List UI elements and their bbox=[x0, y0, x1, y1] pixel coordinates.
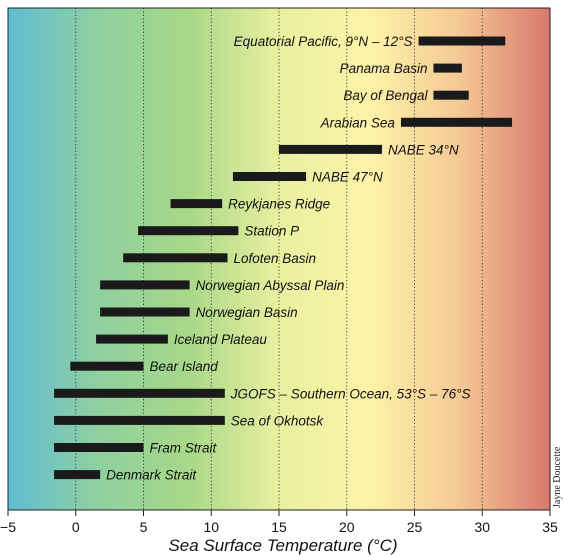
range-bar bbox=[433, 90, 469, 100]
range-bar bbox=[54, 443, 144, 452]
bar-label: Iceland Plateau bbox=[174, 332, 268, 347]
x-tick-label: 30 bbox=[474, 519, 490, 535]
x-axis-title: Sea Surface Temperature (°C) bbox=[168, 536, 397, 555]
bar-label: Bear Island bbox=[150, 359, 219, 374]
bar-label: Arabian Sea bbox=[320, 115, 396, 130]
bar-label: NABE 34°N bbox=[388, 142, 459, 157]
range-bar bbox=[96, 334, 168, 344]
range-bar bbox=[100, 280, 190, 290]
range-bar bbox=[138, 226, 239, 236]
bar-labels: Equatorial Pacific, 9°N – 12°S Panama Bas… bbox=[106, 34, 470, 483]
range-bar bbox=[433, 63, 462, 73]
bar-label: Station P bbox=[244, 224, 299, 239]
range-bar bbox=[54, 470, 101, 480]
bar-label: Reykjanes Ridge bbox=[228, 197, 330, 212]
bar-label: Panama Basin bbox=[340, 61, 428, 76]
range-bar bbox=[54, 415, 225, 425]
range-bar bbox=[400, 117, 513, 127]
range-bar bbox=[232, 172, 307, 181]
x-tick-label: 15 bbox=[271, 519, 287, 535]
x-axis-ticks: −5 0 5 10 15 20 25 30 35 bbox=[0, 510, 558, 535]
bar-label: Norwegian Basin bbox=[196, 305, 298, 320]
bar-label: Fram Strait bbox=[150, 441, 218, 456]
bar-label: Equatorial Pacific, 9°N – 12°S bbox=[234, 34, 413, 49]
x-tick-label: 25 bbox=[407, 519, 423, 535]
bar-label: Sea of Okhotsk bbox=[231, 413, 325, 428]
range-bar bbox=[123, 253, 228, 263]
bars bbox=[54, 36, 513, 480]
x-tick-label: 0 bbox=[72, 519, 80, 535]
grid-lines bbox=[75, 8, 483, 510]
range-bar bbox=[100, 307, 190, 317]
x-tick-label: 10 bbox=[203, 519, 219, 535]
bar-label: Bay of Bengal bbox=[343, 88, 428, 103]
bar-label: Norwegian Abyssal Plain bbox=[196, 278, 345, 293]
bar-label: JGOFS – Southern Ocean, 53°S – 76°S bbox=[230, 386, 471, 401]
range-bar bbox=[170, 199, 223, 209]
bar-label: Lofoten Basin bbox=[234, 251, 317, 266]
x-tick-label: −5 bbox=[0, 519, 16, 535]
range-bar bbox=[54, 388, 225, 398]
x-tick-label: 5 bbox=[140, 519, 148, 535]
range-bar bbox=[418, 36, 506, 46]
bar-label: Denmark Strait bbox=[106, 468, 197, 483]
range-bar bbox=[70, 361, 144, 371]
x-tick-label: 20 bbox=[339, 519, 355, 535]
x-tick-label: 35 bbox=[542, 519, 558, 535]
bar-label: NABE 47°N bbox=[312, 170, 383, 185]
credit-text: Jayne Doucette bbox=[552, 446, 563, 508]
range-bar bbox=[279, 144, 382, 154]
